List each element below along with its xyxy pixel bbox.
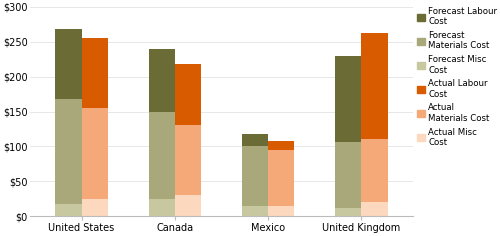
Bar — [82, 199, 108, 216]
Bar — [56, 99, 82, 204]
Bar — [149, 199, 175, 216]
Bar — [56, 29, 82, 99]
Bar — [242, 147, 268, 206]
Bar — [242, 206, 268, 216]
Bar — [362, 139, 388, 202]
Bar — [336, 56, 361, 142]
Bar — [175, 64, 201, 126]
Bar — [336, 208, 361, 216]
Bar — [149, 49, 175, 112]
Bar — [56, 204, 82, 216]
Bar — [175, 195, 201, 216]
Bar — [336, 142, 361, 208]
Bar — [268, 206, 294, 216]
Bar — [362, 33, 388, 139]
Bar — [82, 108, 108, 199]
Bar — [242, 134, 268, 147]
Bar — [82, 38, 108, 108]
Bar — [175, 126, 201, 195]
Bar — [268, 150, 294, 206]
Bar — [362, 202, 388, 216]
Bar — [149, 112, 175, 199]
Bar — [268, 141, 294, 150]
Legend: Forecast Labour
Cost, Forecast
Materials Cost, Forecast Misc
Cost, Actual Labour: Forecast Labour Cost, Forecast Materials… — [417, 7, 497, 147]
